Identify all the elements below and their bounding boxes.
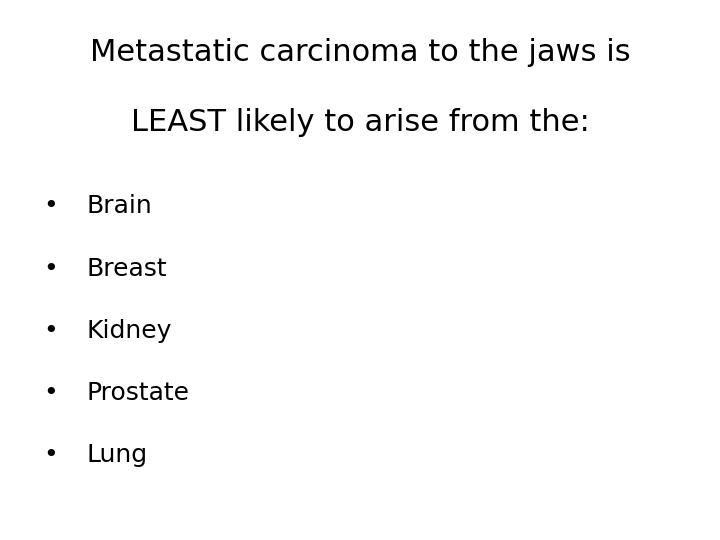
Text: Brain: Brain [86, 194, 152, 218]
Text: •: • [43, 194, 58, 218]
Text: Lung: Lung [86, 443, 148, 467]
Text: •: • [43, 256, 58, 280]
Text: •: • [43, 381, 58, 404]
Text: Metastatic carcinoma to the jaws is: Metastatic carcinoma to the jaws is [90, 38, 630, 67]
Text: •: • [43, 319, 58, 342]
Text: Prostate: Prostate [86, 381, 189, 404]
Text: Breast: Breast [86, 256, 167, 280]
Text: LEAST likely to arise from the:: LEAST likely to arise from the: [130, 108, 590, 137]
Text: •: • [43, 443, 58, 467]
Text: Kidney: Kidney [86, 319, 172, 342]
